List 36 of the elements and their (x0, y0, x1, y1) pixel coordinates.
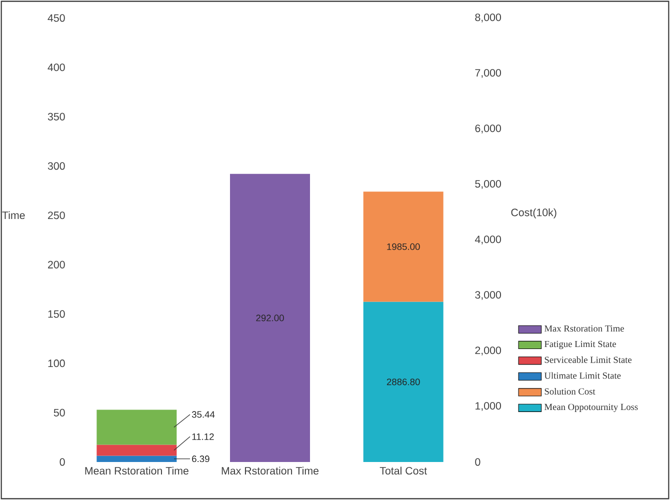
y2-tick-label: 2,000 (475, 346, 501, 356)
x-tick-label: Total Cost (380, 466, 427, 475)
y2-tick-label: 5,000 (475, 180, 501, 189)
legend-label: Mean Oppotournity Loss (544, 404, 638, 412)
y-tick-label: 400 (48, 64, 65, 72)
y2-tick-label: 8,000 (475, 14, 501, 22)
y-tick-label: 150 (48, 310, 65, 318)
y-tick-label: 300 (48, 162, 65, 170)
y2-tick-label: 0 (475, 458, 480, 466)
y2-tick-label: 1,000 (476, 402, 501, 411)
y2-tick-label: 4,000 (474, 236, 501, 244)
legend-label: Max Rstoration Time (544, 325, 624, 332)
x-tick-label: Max Rstoration Time (222, 466, 319, 475)
data-label: 1985.00 (387, 243, 420, 250)
legend-label: Fatigue Limit State (544, 340, 616, 350)
x-tick-label: Mean Rstoration Time (85, 466, 188, 475)
data-label: 2886.80 (386, 378, 420, 386)
legend-label: Ultimate Limit State (544, 372, 621, 379)
legend-label: Serviceable Limit State (544, 356, 632, 363)
y2-tick-label: 7,000 (475, 69, 501, 78)
legend-label: Solution Cost (544, 388, 596, 395)
y-tick-label: 450 (48, 14, 65, 22)
data-label: 292.00 (256, 314, 284, 322)
y-tick-label: 50 (54, 408, 65, 416)
data-label: 11.12 (192, 433, 214, 440)
data-label: 35.44 (192, 411, 215, 418)
y-tick-label: 100 (48, 360, 65, 368)
y-tick-label: 350 (48, 112, 65, 120)
y2-tick-label: 6,000 (475, 124, 501, 134)
data-label: 6.39 (192, 456, 210, 462)
y2-tick-label: 3,000 (475, 291, 501, 300)
y-tick-label: 200 (48, 260, 65, 268)
y-tick-label: 0 (60, 458, 65, 466)
y-axis-title: Time (2, 211, 25, 220)
y-tick-label: 250 (48, 212, 65, 220)
y2-axis-title: Cost(10k) (511, 208, 556, 218)
